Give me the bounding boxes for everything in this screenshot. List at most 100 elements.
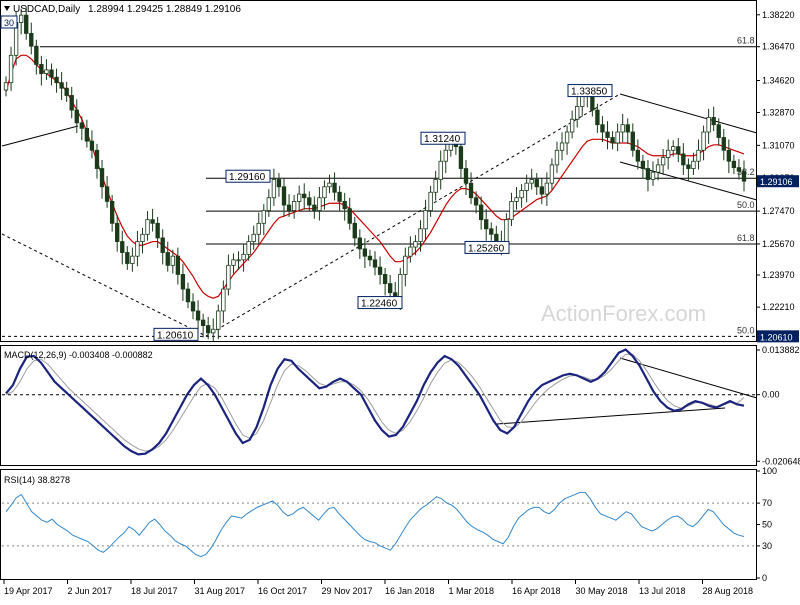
moving-average: [5, 54, 745, 299]
date-axis-label: 31 Aug 2017: [195, 586, 246, 596]
price-annotation-label: 1.25260: [468, 243, 505, 254]
candle-body: [307, 197, 312, 206]
candle-body: [352, 222, 357, 239]
price-axis-label: 1.31070: [762, 140, 795, 150]
candle-body: [145, 219, 150, 235]
candle-body: [49, 69, 54, 78]
fib-level-label: 50.0: [737, 325, 755, 335]
candle-body: [686, 164, 691, 169]
candle-body: [332, 182, 337, 193]
candle-body: [266, 197, 272, 211]
candle-body: [322, 186, 327, 199]
candle-body: [660, 157, 666, 166]
dropdown-triangle-icon[interactable]: [4, 6, 10, 11]
candle-body: [251, 233, 256, 242]
candle-body: [569, 118, 575, 133]
candle-body: [190, 301, 196, 312]
candle-body: [256, 222, 261, 235]
candle-body: [605, 131, 610, 138]
candle-body: [140, 233, 145, 242]
candle-body: [297, 193, 302, 202]
candle-body: [630, 131, 635, 151]
candle-body: [104, 186, 110, 202]
candle-body: [600, 124, 605, 133]
price-axis-label: 1.38220: [762, 10, 795, 20]
candle-body: [170, 255, 175, 266]
date-axis-label: 30 May 2018: [576, 586, 628, 596]
symbol-label: USDCAD,Daily: [13, 4, 80, 15]
candle-body: [125, 252, 130, 264]
trendline-dashed-down: [1, 233, 207, 337]
candle-body: [74, 109, 79, 124]
candle-body: [615, 131, 620, 144]
candle-body: [625, 124, 630, 133]
rsi-axis-label: 100: [762, 466, 777, 476]
candle-body: [150, 219, 155, 224]
candle-body: [443, 149, 448, 162]
candle-body: [463, 168, 469, 184]
candle-body: [595, 109, 600, 126]
candle-body: [509, 201, 514, 221]
macd-main-line: [5, 348, 745, 456]
macd-panel-frame: [0, 345, 757, 466]
candle-body: [241, 253, 246, 261]
candle-body: [135, 241, 140, 257]
candle-body: [281, 186, 287, 206]
candle-body: [564, 131, 570, 144]
price-candles: [3, 6, 747, 342]
candle-body: [701, 131, 706, 151]
candle-body: [423, 210, 428, 230]
candle-body: [706, 117, 711, 133]
price-axis-label: 1.25670: [762, 239, 795, 249]
candle-body: [89, 140, 95, 151]
price-annotation-label: 1.29160: [229, 172, 266, 183]
date-axis-label: 28 Aug 2018: [703, 586, 754, 596]
candle-body: [620, 124, 625, 133]
candle-body: [130, 255, 135, 264]
candle-body: [54, 76, 59, 84]
rsi-panel-frame: [0, 469, 757, 580]
price-annotation-label: 1.20610: [157, 330, 194, 341]
candle-body: [504, 219, 509, 242]
candle-body: [347, 208, 352, 224]
current-price-tag: [757, 175, 799, 188]
candle-body: [736, 167, 742, 172]
macd-title: MACD(12,26,9) -0.003408 -0.000882: [4, 350, 153, 360]
price-annotation-label: 1.22460: [361, 299, 398, 310]
candle-body: [666, 149, 671, 158]
price-axis-label: 1.22210: [762, 302, 795, 312]
candle-body: [185, 288, 191, 303]
candle-body: [489, 228, 494, 235]
rsi-title: RSI(14) 38.8278: [4, 475, 70, 485]
date-axis-label: 18 Jul 2017: [131, 586, 178, 596]
candle-body: [726, 149, 732, 162]
date-axis-label: 2 Jun 2017: [68, 586, 113, 596]
candle-body: [261, 210, 266, 224]
date-axis-label: 16 Oct 2017: [258, 586, 307, 596]
price-labels: 1.33850 1.31240 1.29160 1.25260 1.22460 1.206…: [153, 84, 799, 343]
candle-body: [18, 14, 24, 23]
candle-body: [327, 182, 332, 188]
candle-body: [246, 241, 251, 255]
price-panel-frame: [0, 0, 757, 342]
candle-body: [731, 160, 737, 169]
low-price-text: 1.20610: [760, 332, 793, 342]
macd-axis-label: 0.013882: [762, 345, 800, 355]
macd-axis-label: -0.020648: [762, 456, 800, 466]
price-annotation-box: [225, 169, 271, 183]
candle-body: [271, 179, 277, 199]
fib-level-label: 61.8: [737, 233, 755, 243]
candle-body: [681, 153, 686, 166]
price-annotation-box: [420, 131, 466, 145]
candle-body: [524, 182, 529, 191]
candle-body: [382, 274, 388, 284]
ma-line: [5, 54, 745, 299]
candle-body: [716, 124, 721, 138]
candle-body: [8, 54, 14, 84]
fib-level-label: 50.0: [737, 200, 755, 210]
candle-body: [367, 255, 373, 261]
macd-axis-label: 0.00: [762, 390, 780, 400]
candle-body: [24, 14, 29, 34]
rsi-line: [5, 491, 745, 558]
